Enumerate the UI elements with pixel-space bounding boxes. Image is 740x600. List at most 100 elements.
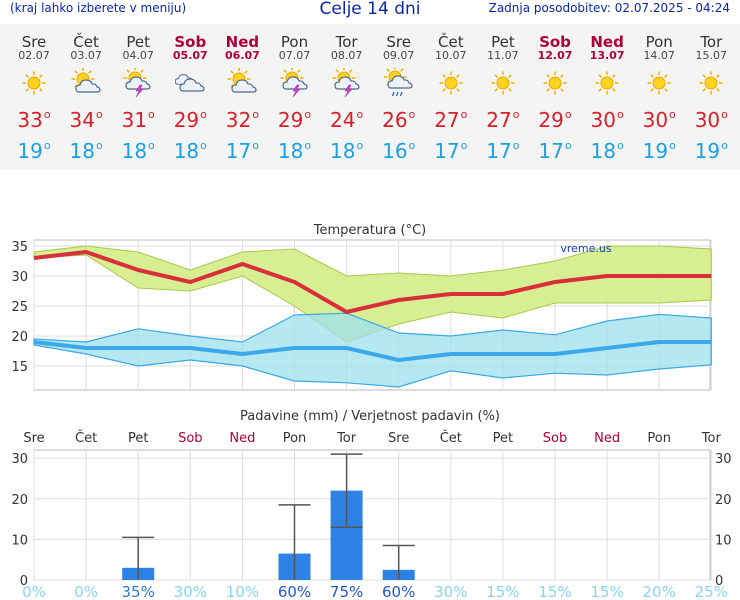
day-date: 15.07 bbox=[695, 49, 728, 62]
min-temperature: 19o bbox=[17, 139, 51, 163]
precipitation-day-label: Pon bbox=[647, 431, 671, 446]
day-name: Sob bbox=[539, 33, 571, 51]
precipitation-probability: 15% bbox=[538, 583, 571, 600]
day-column: Pon 14.07 30o 19o bbox=[633, 24, 685, 162]
watermark: vreme.us bbox=[560, 242, 612, 255]
max-temperature: 30o bbox=[642, 108, 676, 132]
day-date: 13.07 bbox=[589, 49, 625, 62]
precipitation-plot-area bbox=[33, 449, 711, 581]
min-temperature: 18o bbox=[69, 139, 103, 163]
max-temperature: 32o bbox=[225, 108, 259, 132]
precipitation-probability: 60% bbox=[278, 583, 311, 600]
precipitation-day-label: Pet bbox=[128, 431, 148, 446]
sun-rain-icon bbox=[383, 65, 414, 98]
sun-storm-icon bbox=[123, 66, 153, 98]
max-temperature: 33o bbox=[17, 108, 51, 132]
day-name: Pet bbox=[126, 33, 150, 51]
sun-cloud-icon bbox=[71, 67, 101, 98]
sun-icon bbox=[488, 68, 518, 98]
day-name: Pet bbox=[491, 33, 515, 51]
last-update: Zadnja posodobitev: 02.07.2025 - 04:24 bbox=[488, 1, 730, 15]
min-temperature: 17o bbox=[486, 139, 520, 163]
min-temperature: 17o bbox=[225, 139, 259, 163]
day-column: Tor 15.07 30o 19o bbox=[685, 24, 737, 162]
page-title: Celje 14 dni bbox=[319, 0, 421, 19]
day-date: 10.07 bbox=[435, 49, 467, 62]
precipitation-y-tick-right: 20 bbox=[715, 493, 732, 508]
max-temperature: 29o bbox=[277, 108, 312, 132]
precipitation-day-label: Tor bbox=[336, 431, 357, 446]
sun-cloud-icon bbox=[227, 67, 257, 98]
temperature-y-tick: 25 bbox=[11, 300, 28, 315]
min-temperature: 17o bbox=[538, 139, 572, 163]
day-column: Pon 07.07 29o 18o bbox=[269, 24, 321, 162]
day-date: 14.07 bbox=[643, 49, 675, 62]
day-date: 03.07 bbox=[70, 49, 102, 62]
max-temperature: 30o bbox=[694, 108, 728, 132]
temperature-chart-title: Temperatura (°C) bbox=[313, 223, 426, 238]
precipitation-y-tick: 30 bbox=[11, 452, 28, 467]
precipitation-y-tick-right: 10 bbox=[715, 533, 732, 548]
cloudy-icon bbox=[175, 68, 205, 98]
day-column: Sre 09.07 26o 16o bbox=[373, 24, 425, 162]
precipitation-probability: 20% bbox=[643, 583, 676, 600]
day-column: Ned 13.07 30o 18o bbox=[581, 24, 633, 162]
max-temperature-band bbox=[33, 245, 712, 343]
temperature-y-tick: 35 bbox=[11, 240, 28, 255]
temperature-y-tick: 20 bbox=[11, 330, 28, 345]
day-date: 04.07 bbox=[122, 49, 154, 62]
day-column: Čet 03.07 34o 18o bbox=[60, 24, 112, 162]
location-menu-hint[interactable]: (kraj lahko izberete v meniju) bbox=[10, 1, 187, 15]
precipitation-day-label: Sre bbox=[23, 431, 44, 446]
day-name: Sre bbox=[386, 33, 411, 51]
precipitation-probability: 15% bbox=[486, 583, 519, 600]
max-temperature: 29o bbox=[538, 108, 572, 132]
precipitation-probability: 0% bbox=[22, 583, 46, 600]
min-temperature: 18o bbox=[277, 139, 312, 163]
min-temperature: 19o bbox=[694, 139, 728, 163]
precipitation-y-tick: 0 bbox=[20, 574, 28, 589]
max-temperature: 31o bbox=[121, 108, 155, 132]
day-column: Pet 04.07 31o 18o bbox=[112, 24, 164, 162]
max-temperature: 27o bbox=[434, 108, 468, 132]
precipitation-probability: 35% bbox=[122, 583, 155, 600]
day-column: Sob 05.07 29o 18o bbox=[164, 24, 216, 162]
day-name: Sre bbox=[21, 33, 47, 51]
day-date: 09.07 bbox=[382, 49, 415, 62]
top-bar: (kraj lahko izberete v meniju) Celje 14 … bbox=[0, 0, 740, 20]
sun-storm-icon bbox=[280, 66, 310, 98]
sun-icon bbox=[540, 68, 570, 98]
precipitation-probability: 30% bbox=[434, 583, 467, 600]
day-date: 08.07 bbox=[330, 49, 363, 62]
day-column: Sre 02.07 33o 19o bbox=[8, 24, 60, 162]
day-name: Čet bbox=[73, 33, 99, 51]
min-temperature: 18o bbox=[173, 139, 207, 163]
daily-forecast-strip: Sre 02.07 33o 19o Čet 03.07 34o 18o Pet 04.07 31o 1… bbox=[0, 24, 740, 170]
min-temperature: 18o bbox=[121, 139, 155, 163]
day-column: Sob 12.07 29o 17o bbox=[529, 24, 581, 162]
precipitation-probability: 30% bbox=[174, 583, 207, 600]
precipitation-probability: 25% bbox=[695, 583, 728, 600]
precipitation-y-tick: 10 bbox=[11, 533, 28, 548]
sun-icon bbox=[436, 68, 466, 98]
day-column: Čet 10.07 27o 17o bbox=[425, 24, 477, 162]
precipitation-probability: 15% bbox=[590, 583, 623, 600]
precipitation-day-label: Čet bbox=[440, 430, 462, 446]
sun-icon bbox=[19, 68, 49, 98]
day-name: Sob bbox=[174, 33, 207, 51]
day-column: Tor 08.07 24o 18o bbox=[321, 24, 373, 162]
temperature-y-tick: 30 bbox=[11, 270, 28, 285]
precipitation-day-label: Sob bbox=[543, 431, 567, 446]
day-date: 12.07 bbox=[537, 49, 573, 62]
precipitation-day-label: Pon bbox=[283, 431, 307, 446]
day-name: Ned bbox=[590, 33, 624, 51]
precipitation-probability: 0% bbox=[74, 583, 98, 600]
max-temperature: 26o bbox=[382, 108, 416, 132]
day-name: Pon bbox=[645, 33, 673, 51]
precipitation-day-label: Sre bbox=[388, 431, 409, 446]
max-temperature-line bbox=[33, 250, 712, 314]
min-temperature: 18o bbox=[330, 139, 364, 163]
precipitation-y-tick-right: 30 bbox=[715, 452, 732, 467]
day-date: 06.07 bbox=[224, 49, 260, 62]
day-date: 05.07 bbox=[172, 49, 208, 62]
